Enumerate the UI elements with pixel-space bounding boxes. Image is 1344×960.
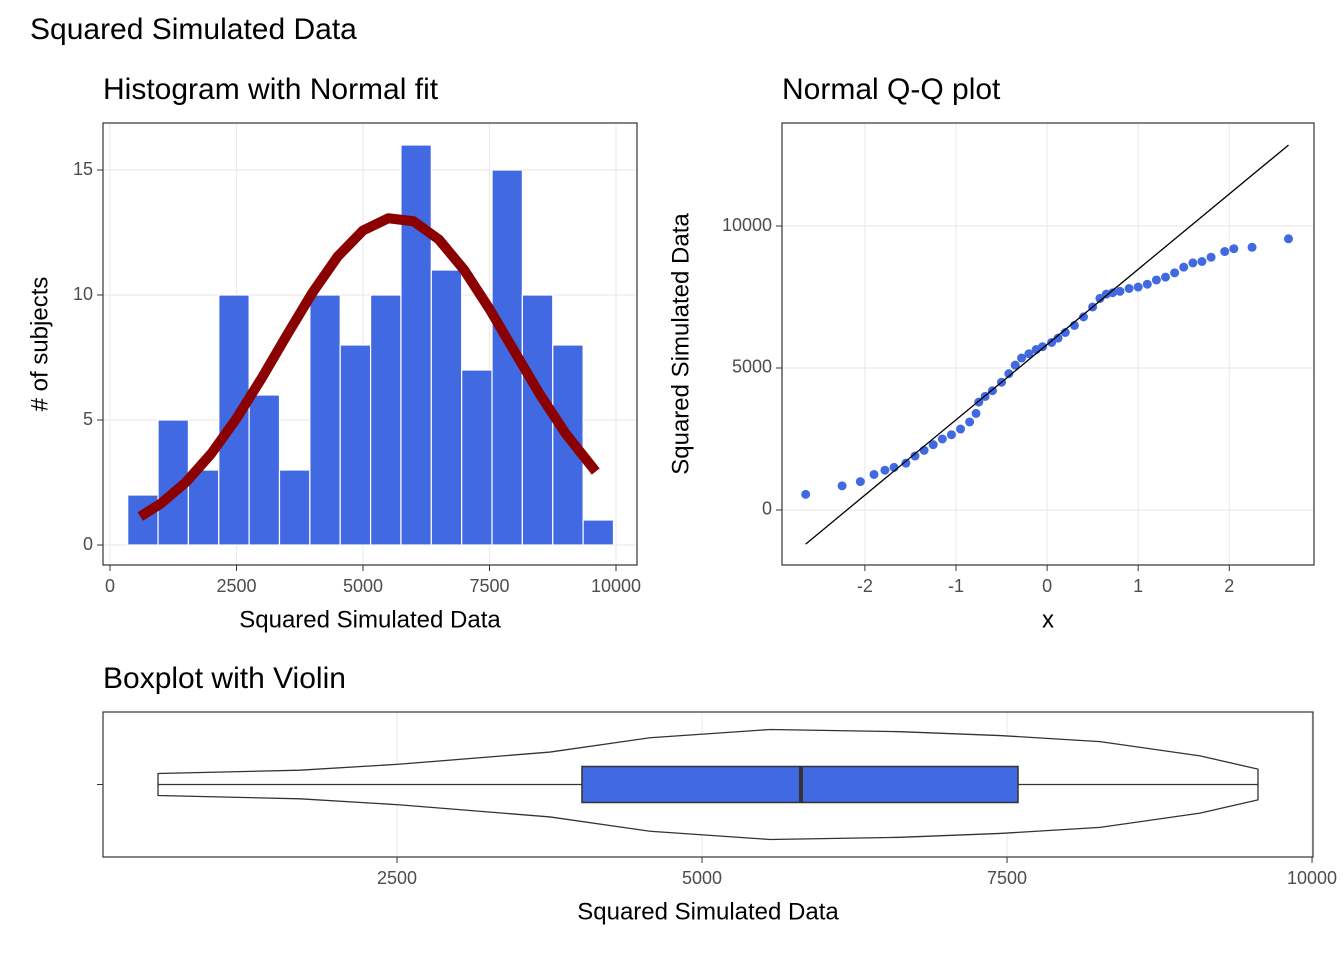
reference-line <box>805 144 1289 545</box>
point <box>1220 247 1230 257</box>
point <box>855 477 865 487</box>
x-axis-label: Squared Simulated Data <box>239 606 501 633</box>
x-tick-label: -2 <box>857 576 873 596</box>
bar <box>461 369 493 546</box>
bar <box>521 294 554 546</box>
bar <box>430 269 463 546</box>
point <box>965 417 975 427</box>
panel-border <box>781 122 1315 566</box>
point <box>1115 286 1125 296</box>
x-tick-label: 10000 <box>1287 868 1337 888</box>
point <box>937 434 947 444</box>
bar <box>582 519 615 546</box>
x-axis-label: x <box>1042 606 1054 633</box>
x-tick-label: -1 <box>948 576 964 596</box>
point <box>1206 252 1216 262</box>
y-axis-label: Squared Simulated Data <box>667 213 694 475</box>
point <box>956 424 966 434</box>
point <box>869 469 879 479</box>
bar <box>369 294 402 546</box>
point <box>1017 353 1027 363</box>
x-tick-label: 5000 <box>682 868 722 888</box>
figure-title: Squared Simulated Data <box>30 13 357 46</box>
point <box>1161 272 1171 282</box>
x-tick-label: 10000 <box>591 576 641 596</box>
point <box>1108 288 1118 298</box>
x-tick-label: 1 <box>1133 576 1143 596</box>
point <box>801 489 811 499</box>
point <box>1010 360 1020 370</box>
point <box>1053 333 1063 343</box>
point <box>1247 242 1257 252</box>
point <box>880 465 890 475</box>
point <box>1229 244 1239 254</box>
y-tick-label: 5 <box>83 409 93 429</box>
bar <box>248 394 281 546</box>
bar <box>309 294 341 546</box>
point <box>919 445 929 455</box>
point <box>1133 282 1143 292</box>
point <box>1142 279 1152 289</box>
panel-title: Histogram with Normal fit <box>103 73 439 106</box>
point <box>837 481 847 491</box>
point <box>1170 268 1180 278</box>
x-tick-label: 2500 <box>377 868 417 888</box>
point <box>971 408 981 418</box>
y-tick-label: 5000 <box>732 357 772 377</box>
x-tick-label: 0 <box>1042 576 1052 596</box>
point <box>1047 337 1057 347</box>
panel-border <box>102 122 638 566</box>
point <box>1151 275 1161 285</box>
point <box>910 451 920 461</box>
point <box>1024 349 1034 359</box>
point <box>1124 283 1134 293</box>
x-tick-label: 5000 <box>343 576 383 596</box>
bar <box>339 344 372 546</box>
point <box>1004 369 1014 379</box>
panel-title: Boxplot with Violin <box>103 662 346 695</box>
panel-title: Normal Q-Q plot <box>782 73 1001 106</box>
point <box>1197 257 1207 267</box>
x-tick-label: 0 <box>105 576 115 596</box>
x-tick-label: 7500 <box>469 576 509 596</box>
point <box>928 440 938 450</box>
y-tick-label: 10 <box>73 284 93 304</box>
point <box>1079 312 1089 322</box>
point <box>1095 293 1105 303</box>
y-tick-label: 0 <box>762 499 772 519</box>
point <box>1060 327 1070 337</box>
normal-fit-curve <box>137 213 600 521</box>
x-tick-label: 7500 <box>987 868 1027 888</box>
bar <box>187 469 220 546</box>
point <box>901 458 911 468</box>
y-axis-label: # of subjects <box>26 277 53 412</box>
point <box>1283 234 1293 244</box>
bar <box>400 144 432 546</box>
x-tick-label: 2500 <box>216 576 256 596</box>
y-tick-label: 15 <box>73 159 93 179</box>
x-axis-label: Squared Simulated Data <box>577 898 839 925</box>
x-tick-label: 2 <box>1224 576 1234 596</box>
point <box>1179 262 1189 272</box>
point <box>1038 342 1048 352</box>
y-tick-label: 10000 <box>722 215 772 235</box>
panel-border <box>102 711 1314 858</box>
point <box>946 430 956 440</box>
y-tick-label: 0 <box>83 534 93 554</box>
bar <box>278 469 311 546</box>
point <box>1188 258 1198 268</box>
